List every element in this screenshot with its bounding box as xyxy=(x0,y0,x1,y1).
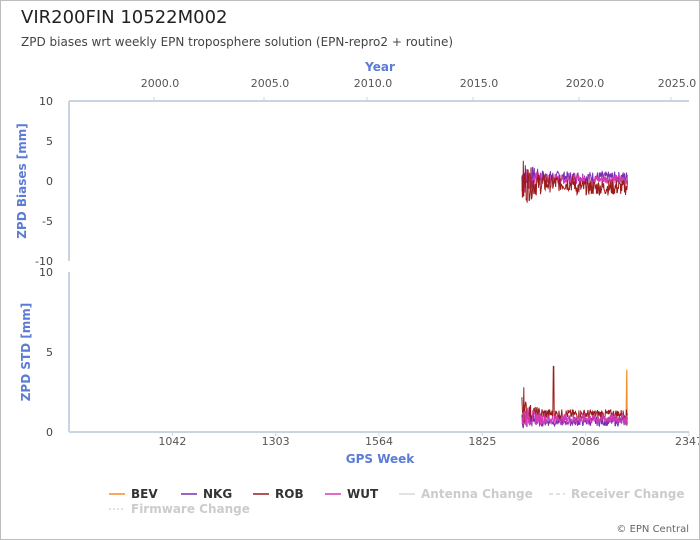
year-tick-label: 2015.0 xyxy=(460,77,499,90)
bottom-y-tick-label: 10 xyxy=(39,266,53,279)
year-tick-label: 2010.0 xyxy=(354,77,393,90)
top-y-axis-title: ZPD Biases [mm] xyxy=(15,123,29,239)
legend-label-antenna-change: Antenna Change xyxy=(421,487,533,501)
week-tick-label: 2347 xyxy=(675,435,699,448)
top-axis-title: Year xyxy=(364,60,395,74)
legend-label-bev: BEV xyxy=(131,487,158,501)
chart-title: VIR200FIN 10522M002 xyxy=(21,7,228,28)
series-top-rob xyxy=(521,160,628,203)
year-tick-label: 2005.0 xyxy=(251,77,290,90)
chart-subtitle: ZPD biases wrt weekly EPN troposphere so… xyxy=(21,35,454,49)
top-y-tick-label: 0 xyxy=(46,175,53,188)
top-y-tick-label: -5 xyxy=(42,215,53,228)
top-y-tick-label: 5 xyxy=(46,135,53,148)
week-tick-label: 2086 xyxy=(572,435,600,448)
series-bottom-wut xyxy=(521,407,628,427)
year-tick-label: 2000.0 xyxy=(141,77,180,90)
series-bottom-bev xyxy=(625,369,629,426)
legend-label-wut: WUT xyxy=(347,487,379,501)
legend-label-receiver-change: Receiver Change xyxy=(571,487,685,501)
legend-label-rob: ROB xyxy=(275,487,304,501)
series-bottom-rob xyxy=(521,365,628,424)
top-y-tick-label: 10 xyxy=(39,95,53,108)
week-tick-label: 1042 xyxy=(158,435,186,448)
legend-label-nkg: NKG xyxy=(203,487,232,501)
top-y-tick-label: -10 xyxy=(35,255,53,268)
bottom-y-tick-label: 0 xyxy=(46,426,53,439)
week-tick-label: 1564 xyxy=(365,435,393,448)
bottom-y-tick-label: 5 xyxy=(46,346,53,359)
week-tick-label: 1303 xyxy=(262,435,290,448)
bottom-x-axis-title: GPS Week xyxy=(346,452,416,466)
week-tick-label: 1825 xyxy=(468,435,496,448)
series-top-wut xyxy=(521,169,628,193)
year-tick-label: 2020.0 xyxy=(566,77,605,90)
year-tick-label: 2025.0 xyxy=(658,77,697,90)
bottom-y-axis-title: ZPD STD [mm] xyxy=(19,303,33,402)
credit-text: © EPN Central xyxy=(616,524,689,535)
legend-label-firmware-change: Firmware Change xyxy=(131,502,250,516)
